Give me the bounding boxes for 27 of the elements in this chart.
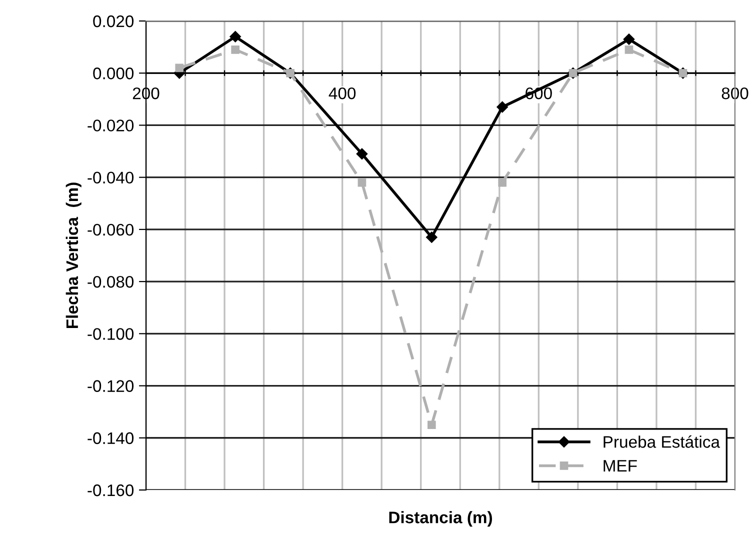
x-axis-title: Distancia (m) (389, 511, 492, 527)
y-axis-title: Flecha Vertica (m) (66, 182, 82, 328)
point (624, 45, 634, 54)
legend-label: Prueba Estática (604, 435, 720, 448)
point (356, 148, 368, 160)
y-tick-label: -0.040 (88, 172, 134, 184)
y-tick-label: -0.120 (88, 380, 134, 392)
point (230, 31, 241, 42)
point (175, 64, 184, 72)
point (498, 178, 507, 187)
x-tick-label: 800 (722, 87, 748, 100)
y-tick-label: -0.160 (88, 484, 134, 496)
point (358, 178, 366, 187)
x-tick-label: 400 (328, 87, 356, 100)
y-tick-label: -0.060 (88, 224, 134, 236)
y-tick-label: -0.080 (88, 276, 134, 288)
y-tick-label: 0.000 (93, 68, 134, 80)
y-tick-label: -0.140 (88, 432, 134, 444)
legend-label: MEF (604, 460, 637, 472)
y-tick-label: -0.020 (88, 120, 134, 132)
point (496, 101, 508, 113)
point (426, 232, 438, 243)
y-tick-label: -0.100 (88, 328, 134, 340)
point (428, 420, 436, 430)
point (623, 34, 635, 45)
y-tick-label: 0.020 (93, 15, 134, 28)
point (231, 45, 240, 54)
